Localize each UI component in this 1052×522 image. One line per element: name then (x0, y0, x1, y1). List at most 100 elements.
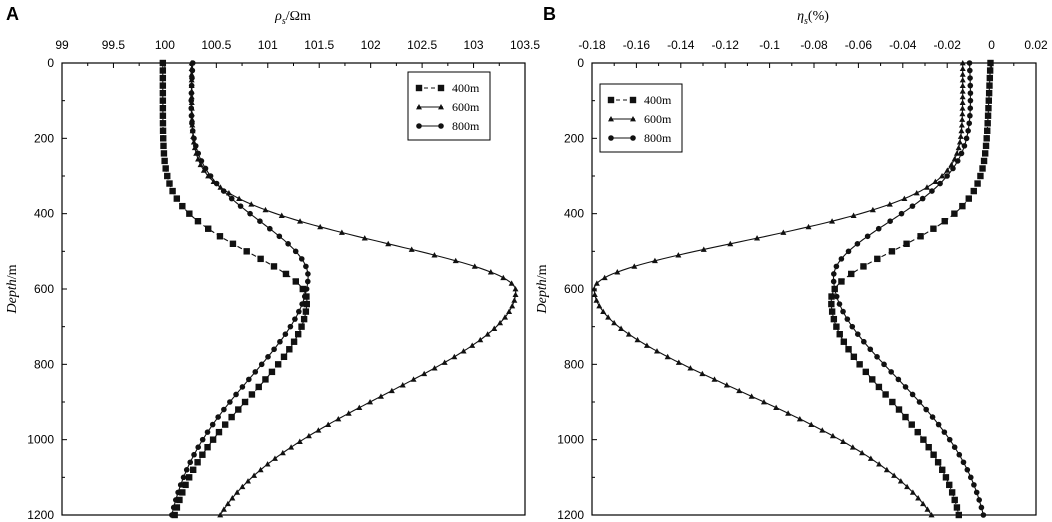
series-line (162, 63, 308, 516)
data-point (653, 348, 660, 354)
data-point (916, 399, 923, 405)
data-point (836, 301, 843, 307)
data-point (984, 120, 991, 127)
x-tick-label: 103.5 (510, 38, 540, 52)
data-point (867, 346, 874, 353)
data-point (986, 74, 994, 82)
data-point (508, 280, 515, 286)
y-tick-label: 400 (564, 207, 584, 221)
data-point (959, 116, 966, 122)
data-point (160, 135, 167, 142)
data-point (957, 133, 964, 139)
data-point (258, 361, 265, 368)
data-point (187, 459, 194, 466)
data-point (959, 71, 966, 77)
y-tick-label: 1000 (27, 433, 54, 447)
data-point (944, 173, 950, 179)
data-point (224, 500, 231, 507)
data-point (239, 384, 246, 390)
data-point (294, 331, 302, 338)
x-tick-label: 102 (361, 38, 381, 52)
data-point (325, 421, 332, 427)
data-point (239, 483, 246, 490)
data-point (282, 270, 290, 278)
data-point (234, 489, 241, 495)
data-point (388, 387, 395, 394)
data-point (202, 165, 209, 172)
data-point (288, 444, 295, 450)
data-point (195, 150, 202, 157)
data-point (159, 89, 167, 97)
data-point (177, 482, 184, 488)
data-point (956, 139, 963, 145)
data-point (967, 75, 973, 81)
data-point (982, 142, 990, 150)
data-point (282, 331, 289, 338)
data-point (845, 346, 852, 353)
data-point (229, 495, 236, 501)
data-point (829, 218, 836, 224)
data-point (280, 353, 288, 360)
data-point (844, 316, 851, 322)
y-tick-label: 800 (34, 357, 54, 371)
data-point (854, 331, 861, 338)
data-point (903, 240, 910, 247)
y-tick-label: 1200 (27, 508, 54, 522)
data-point (169, 512, 175, 518)
data-point (874, 354, 880, 360)
x-tick-label: 99 (55, 38, 69, 52)
data-point (935, 421, 942, 428)
data-point (189, 75, 195, 81)
data-point (939, 173, 946, 179)
data-point (367, 399, 374, 405)
data-point (159, 97, 167, 104)
data-point (959, 110, 966, 117)
data-point (780, 229, 787, 235)
data-point (967, 67, 973, 74)
data-point (399, 382, 406, 388)
data-point (600, 308, 607, 314)
data-point (831, 286, 838, 292)
x-tick-label: -0.1 (759, 38, 780, 52)
data-point (675, 252, 682, 258)
data-point (970, 187, 977, 195)
data-point (909, 203, 916, 209)
data-point (243, 248, 250, 255)
data-point (431, 252, 438, 258)
data-point (162, 165, 169, 172)
data-point (356, 404, 363, 411)
data-point (985, 89, 993, 97)
data-point (959, 88, 966, 94)
data-point (808, 421, 815, 427)
data-point (511, 297, 518, 303)
data-point (421, 370, 428, 377)
data-point (785, 410, 792, 416)
data-point (303, 263, 309, 270)
data-point (296, 438, 303, 444)
data-point (833, 323, 840, 330)
legend-marker (630, 116, 636, 122)
x-tick-label: -0.04 (889, 38, 917, 52)
data-point (215, 414, 221, 420)
data-point (944, 167, 951, 173)
data-point (909, 489, 916, 495)
data-point (317, 223, 324, 230)
data-point (377, 393, 384, 399)
data-point (939, 466, 946, 473)
data-point (361, 235, 368, 241)
data-point (248, 391, 256, 398)
data-point (246, 376, 252, 383)
data-point (235, 406, 242, 413)
data-point (928, 512, 935, 518)
y-tick-label: 200 (34, 131, 54, 145)
data-point (301, 293, 308, 300)
data-point (512, 291, 519, 298)
x-tick-label: 103 (464, 38, 484, 52)
data-point (195, 444, 202, 451)
data-point (286, 346, 293, 353)
data-point (959, 65, 966, 72)
data-point (675, 359, 682, 365)
data-point (296, 308, 302, 315)
legend-label: 600m (452, 100, 480, 114)
